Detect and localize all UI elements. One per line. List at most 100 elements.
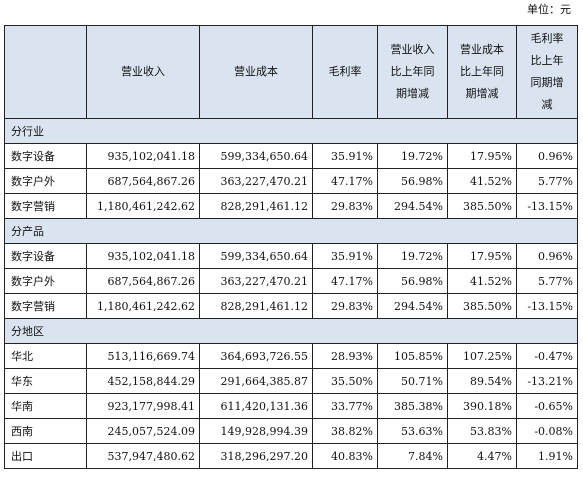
cell-margin: 47.17% [312, 168, 378, 194]
section-row-region: 分地区 [4, 318, 578, 344]
cell-margin-change: 0.96% [516, 143, 578, 169]
cell-margin: 35.91% [312, 243, 378, 269]
cell-cost: 149,928,994.39 [199, 418, 313, 444]
header-line: 比上年 [530, 54, 564, 67]
cell-cost: 599,334,650.64 [199, 243, 313, 269]
revenue-breakdown-table: 营业收入 营业成本 毛利率 营业收入 比上年同 期增减 营业成本 比上年同 期增… [4, 25, 578, 469]
cell-revenue-change: 385.38% [377, 393, 448, 419]
cell-margin-change: -0.65% [516, 393, 578, 419]
header-line: 营业收入 [390, 43, 435, 56]
cell-cost-change: 41.52% [447, 268, 517, 294]
cell-revenue-change: 50.71% [377, 368, 448, 394]
table-row: 数字设备 935,102,041.18 599,334,650.64 35.91… [4, 243, 578, 269]
header-line: 比上年同 [460, 65, 504, 78]
cell-revenue: 687,564,867.26 [86, 268, 200, 294]
cell-cost-change: 4.47% [447, 443, 517, 469]
cell-cost-change: 17.95% [447, 243, 517, 269]
row-label: 数字设备 [4, 143, 87, 169]
cell-cost: 363,227,470.21 [199, 168, 313, 194]
table-row: 西南 245,057,524.09 149,928,994.39 38.82% … [4, 418, 578, 444]
table-header-row: 营业收入 营业成本 毛利率 营业收入 比上年同 期增减 营业成本 比上年同 期增… [4, 25, 578, 119]
table-row: 数字营销 1,180,461,242.62 828,291,461.12 29.… [4, 193, 578, 219]
cell-revenue: 923,177,998.41 [86, 393, 200, 419]
row-label: 数字设备 [4, 243, 87, 269]
header-cost-change: 营业成本 比上年同 期增减 [447, 25, 517, 119]
row-label: 西南 [4, 418, 87, 444]
row-label: 数字营销 [4, 193, 87, 219]
row-label: 华北 [4, 343, 87, 369]
header-cost: 营业成本 [199, 25, 313, 119]
cell-margin: 35.50% [312, 368, 378, 394]
row-label: 出口 [4, 443, 87, 469]
row-label: 数字户外 [4, 168, 87, 194]
cell-cost: 364,693,726.55 [199, 343, 313, 369]
cell-revenue: 1,180,461,242.62 [86, 293, 200, 319]
cell-margin-change: 0.96% [516, 243, 578, 269]
cell-margin: 35.91% [312, 143, 378, 169]
section-title: 分地区 [4, 318, 578, 344]
cell-cost: 318,296,297.20 [199, 443, 313, 469]
table-row: 数字户外 687,564,867.26 363,227,470.21 47.17… [4, 268, 578, 294]
cell-margin: 29.83% [312, 193, 378, 219]
section-row-product: 分产品 [4, 218, 578, 244]
cell-cost: 611,420,131.36 [199, 393, 313, 419]
cell-cost-change: 385.50% [447, 193, 517, 219]
cell-revenue-change: 105.85% [377, 343, 448, 369]
cell-revenue: 537,947,480.62 [86, 443, 200, 469]
cell-revenue: 452,158,844.29 [86, 368, 200, 394]
cell-revenue-change: 294.54% [377, 293, 448, 319]
cell-cost-change: 17.95% [447, 143, 517, 169]
header-line: 减 [541, 98, 553, 111]
header-revenue: 营业收入 [86, 25, 200, 119]
cell-cost-change: 390.18% [447, 393, 517, 419]
cell-cost: 291,664,385.87 [199, 368, 313, 394]
cell-revenue: 513,116,669.74 [86, 343, 200, 369]
row-label: 数字营销 [4, 293, 87, 319]
cell-margin-change: 1.91% [516, 443, 578, 469]
header-line: 期增减 [396, 87, 429, 100]
cell-cost: 363,227,470.21 [199, 268, 313, 294]
cell-revenue-change: 19.72% [377, 243, 448, 269]
row-label: 华东 [4, 368, 87, 394]
row-label: 华南 [4, 393, 87, 419]
cell-cost: 828,291,461.12 [199, 293, 313, 319]
cell-cost-change: 89.54% [447, 368, 517, 394]
header-revenue-change: 营业收入 比上年同 期增减 [377, 25, 448, 119]
unit-label: 单位：元 [527, 3, 571, 16]
cell-cost-change: 53.83% [447, 418, 517, 444]
section-row-industry: 分行业 [4, 118, 578, 144]
section-title: 分产品 [4, 218, 578, 244]
cell-revenue-change: 56.98% [377, 268, 448, 294]
cell-margin-change: -13.21% [516, 368, 578, 394]
cell-revenue: 245,057,524.09 [86, 418, 200, 444]
header-margin-change: 毛利率 比上年 同期增 减 [516, 25, 578, 119]
table-row: 数字营销 1,180,461,242.62 828,291,461.12 29.… [4, 293, 578, 319]
cell-cost-change: 385.50% [447, 293, 517, 319]
cell-margin: 29.83% [312, 293, 378, 319]
cell-revenue: 1,180,461,242.62 [86, 193, 200, 219]
cell-margin: 47.17% [312, 268, 378, 294]
cell-margin-change: 5.77% [516, 268, 578, 294]
cell-cost: 599,334,650.64 [199, 143, 313, 169]
cell-margin-change: -0.47% [516, 343, 578, 369]
cell-margin-change: -0.08% [516, 418, 578, 444]
cell-margin: 40.83% [312, 443, 378, 469]
cell-cost-change: 107.25% [447, 343, 517, 369]
cell-revenue: 935,102,041.18 [86, 243, 200, 269]
cell-revenue: 935,102,041.18 [86, 143, 200, 169]
header-line: 毛利率 [530, 32, 564, 45]
header-gross-margin: 毛利率 [312, 25, 378, 119]
cell-margin: 28.93% [312, 343, 378, 369]
table-row: 华北 513,116,669.74 364,693,726.55 28.93% … [4, 343, 578, 369]
cell-revenue-change: 19.72% [377, 143, 448, 169]
header-line: 营业成本 [460, 43, 504, 56]
cell-margin: 33.77% [312, 393, 378, 419]
header-line: 比上年同 [390, 65, 435, 78]
cell-margin: 38.82% [312, 418, 378, 444]
cell-revenue-change: 7.84% [377, 443, 448, 469]
header-line: 期增减 [465, 87, 499, 100]
table-row: 数字设备 935,102,041.18 599,334,650.64 35.91… [4, 143, 578, 169]
cell-margin-change: 5.77% [516, 168, 578, 194]
cell-revenue-change: 56.98% [377, 168, 448, 194]
table-row: 华南 923,177,998.41 611,420,131.36 33.77% … [4, 393, 578, 419]
